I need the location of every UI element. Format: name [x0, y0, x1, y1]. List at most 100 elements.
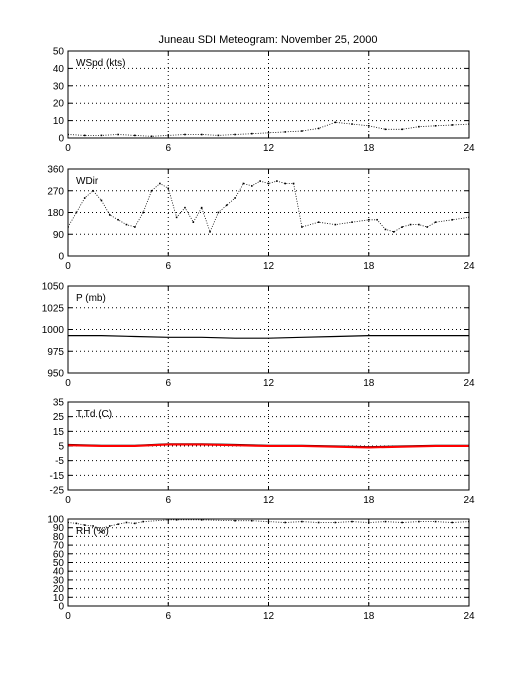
panel-label: WDir [76, 176, 99, 187]
y-tick-label: 40 [53, 64, 65, 75]
data-point [200, 133, 203, 136]
y-tick-label: 35 [53, 398, 65, 409]
data-point [434, 221, 437, 223]
data-point [125, 223, 128, 226]
plot-frame [67, 50, 470, 139]
series-line-1 [68, 443, 469, 449]
y-tick-label: 20 [53, 99, 65, 110]
data-point [418, 223, 420, 226]
series-group [68, 121, 469, 138]
panel-1: 0 6 12 18 24 0 90 180 270 360 WDir [47, 165, 475, 273]
data-point [418, 125, 420, 128]
y-tick-label: 100 [47, 515, 64, 526]
y-tick-label: 25 [53, 412, 65, 423]
y-tick-label: 270 [47, 186, 64, 197]
series-group [68, 519, 469, 533]
data-point [242, 182, 245, 185]
panel-label: RH (%) [76, 526, 109, 537]
data-point [334, 223, 337, 226]
data-point [384, 128, 387, 131]
x-tick-label: 6 [165, 143, 171, 154]
data-point [83, 134, 86, 137]
series-group [68, 180, 469, 233]
data-point [267, 520, 270, 523]
x-tick-label: 6 [165, 261, 171, 272]
x-tick-label: 0 [65, 261, 71, 272]
x-tick-label: 0 [65, 143, 71, 154]
x-tick-label: 6 [165, 611, 171, 622]
data-point [401, 521, 403, 524]
chart-title: Juneau SDI Meteogram: November 25, 2000 [159, 34, 378, 46]
data-point [434, 520, 437, 523]
data-point [117, 133, 119, 136]
data-point [409, 223, 412, 226]
data-point [117, 218, 119, 221]
data-point [75, 522, 78, 525]
x-tick-label: 18 [363, 611, 375, 622]
data-point [184, 133, 186, 136]
y-tick-label: -5 [55, 456, 64, 467]
data-point [367, 521, 370, 524]
y-tick-label: 40 [53, 567, 65, 578]
data-point [334, 521, 337, 524]
data-point [451, 218, 454, 221]
data-point [367, 218, 370, 221]
y-tick-label: 1000 [42, 325, 65, 336]
data-point [100, 134, 103, 137]
x-tick-label: 6 [165, 378, 171, 389]
data-point [284, 521, 287, 524]
data-point [83, 524, 86, 526]
data-point [167, 519, 170, 521]
series-group [68, 443, 469, 449]
y-tick-label: 30 [53, 575, 65, 586]
y-tick-label: 0 [58, 252, 64, 263]
data-point [200, 206, 203, 209]
x-tick-label: 12 [263, 495, 275, 506]
plot-frame [67, 518, 470, 607]
y-tick-label: 950 [47, 369, 64, 380]
data-point [175, 216, 178, 219]
x-tick-label: 12 [263, 261, 275, 272]
y-tick-label: 0 [58, 134, 64, 145]
plot-frame [67, 285, 470, 374]
y-tick-label: 180 [47, 208, 64, 219]
plot-frame [67, 401, 470, 491]
data-point [125, 521, 128, 524]
data-point [426, 226, 429, 228]
data-point [301, 520, 303, 523]
x-tick-label: 24 [463, 378, 475, 389]
data-point [284, 131, 287, 133]
data-point [292, 182, 295, 185]
x-tick-label: 24 [463, 143, 475, 154]
data-point [108, 525, 111, 527]
panel-3: 0 6 12 18 24 -25 -15 -5 5 15 25 35 T,Td (C) [50, 398, 475, 507]
series-trace-0 [68, 180, 469, 233]
data-point [217, 211, 220, 214]
data-point [234, 519, 236, 522]
data-point [234, 133, 236, 136]
data-point [384, 520, 387, 523]
data-point [92, 525, 94, 527]
series-line-0 [68, 335, 469, 339]
y-tick-label: 10 [53, 593, 65, 604]
data-point [250, 185, 253, 187]
data-point [100, 199, 103, 202]
data-point [167, 134, 170, 137]
panel-label: T,Td (C) [76, 409, 112, 420]
data-point [367, 125, 370, 127]
y-tick-label: 70 [53, 541, 65, 552]
y-tick-label: -25 [50, 486, 65, 497]
panel-2: 0 6 12 18 24 950 975 1000 1025 1050 P (mb) [42, 282, 475, 390]
data-point [250, 519, 253, 522]
y-tick-label: 80 [53, 532, 65, 543]
x-tick-label: 6 [165, 495, 171, 506]
data-point [376, 218, 378, 221]
data-point [451, 521, 454, 524]
data-point [267, 131, 270, 134]
data-point [150, 189, 153, 192]
data-point [83, 197, 86, 199]
data-point [393, 231, 395, 233]
data-point [117, 523, 119, 526]
